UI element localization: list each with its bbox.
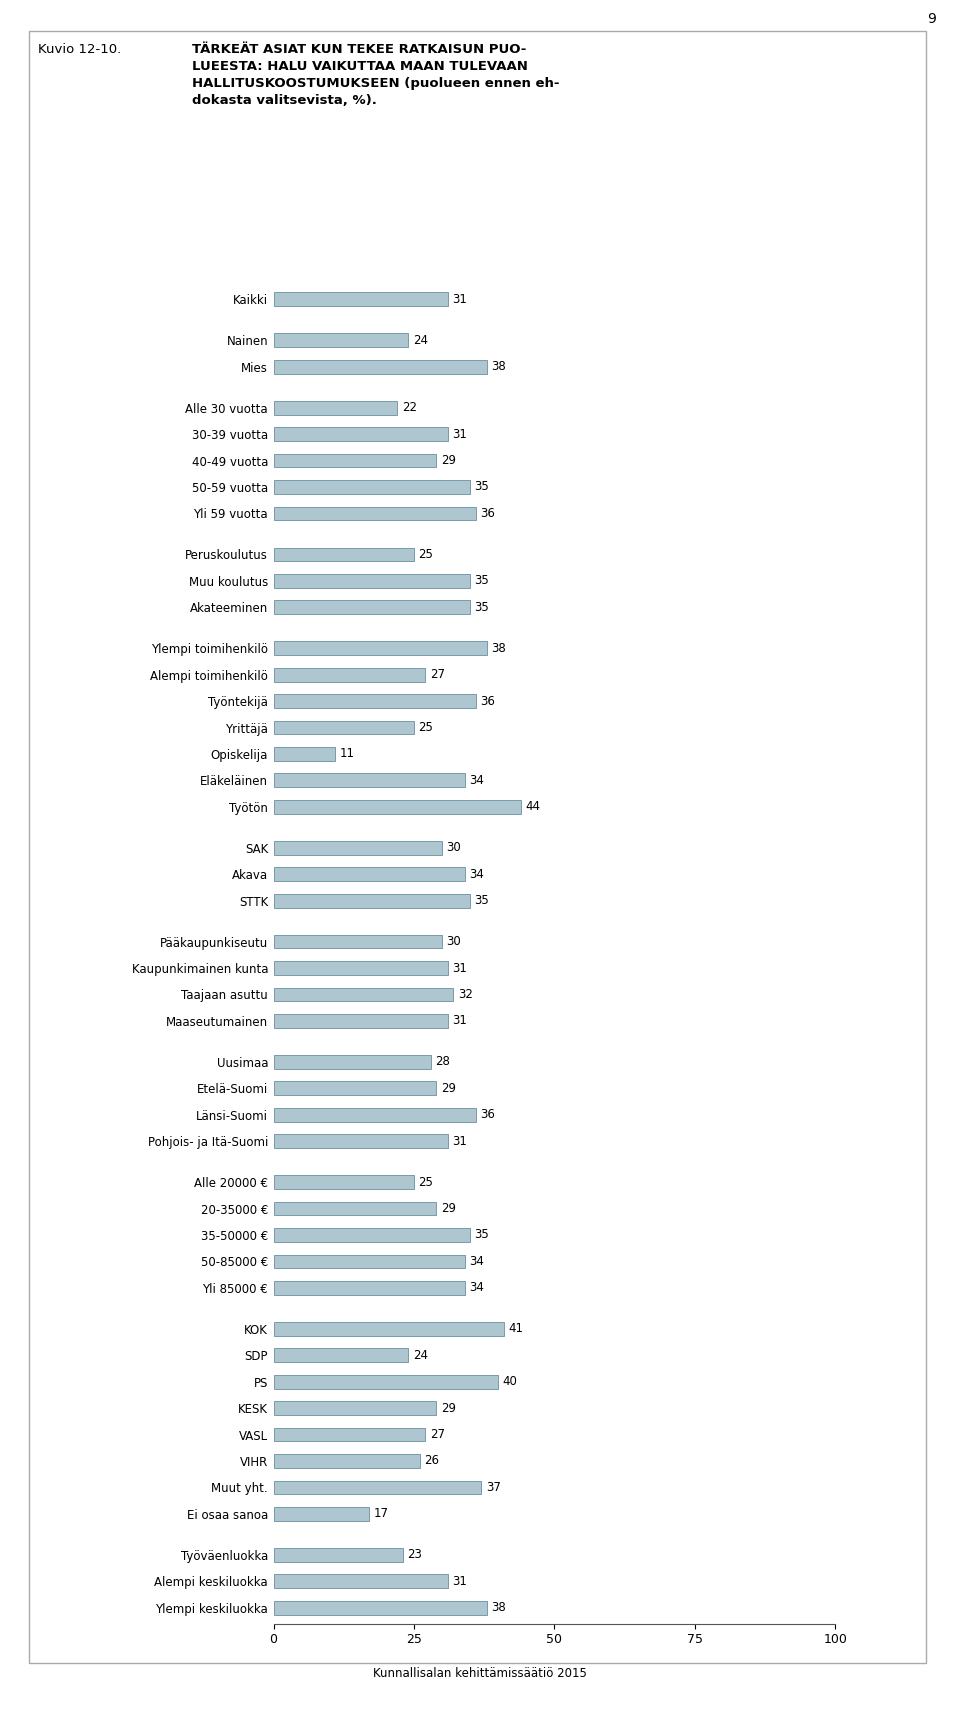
Bar <box>274 479 470 493</box>
Bar <box>274 801 520 814</box>
Text: 29: 29 <box>441 454 456 467</box>
Bar <box>274 747 335 761</box>
Bar <box>274 1481 481 1495</box>
Text: 35: 35 <box>474 481 490 493</box>
Text: 36: 36 <box>480 507 495 521</box>
Bar <box>274 960 447 974</box>
Bar <box>274 1201 437 1215</box>
Bar <box>274 840 442 854</box>
Text: 11: 11 <box>340 747 355 761</box>
Text: 40: 40 <box>503 1374 517 1388</box>
Bar <box>274 868 465 881</box>
Bar <box>274 1507 369 1520</box>
Text: 22: 22 <box>401 402 417 414</box>
Bar <box>274 1349 408 1362</box>
Bar <box>274 1081 437 1094</box>
Text: 31: 31 <box>452 1014 468 1027</box>
Text: 35: 35 <box>474 1228 490 1242</box>
Text: 25: 25 <box>419 548 433 560</box>
Text: 30: 30 <box>446 842 462 854</box>
Text: 34: 34 <box>469 868 484 881</box>
Text: Kunnallisalan kehittämissäätiö 2015: Kunnallisalan kehittämissäätiö 2015 <box>373 1666 587 1680</box>
Bar <box>274 694 476 708</box>
Bar <box>274 454 437 467</box>
Text: 30: 30 <box>446 935 462 948</box>
Bar <box>274 1601 487 1615</box>
Bar <box>274 988 453 1002</box>
Text: 29: 29 <box>441 1082 456 1094</box>
Text: 38: 38 <box>492 643 506 655</box>
Text: 29: 29 <box>441 1203 456 1215</box>
Text: 38: 38 <box>492 1601 506 1615</box>
Bar <box>274 893 470 907</box>
Text: 36: 36 <box>480 694 495 708</box>
Text: 23: 23 <box>407 1548 422 1562</box>
Bar <box>274 641 487 655</box>
Text: 17: 17 <box>373 1507 389 1520</box>
Text: 31: 31 <box>452 962 468 974</box>
Bar <box>274 1374 498 1388</box>
Text: 35: 35 <box>474 574 490 588</box>
Text: 27: 27 <box>430 1428 444 1441</box>
Bar <box>274 1548 403 1562</box>
Text: 35: 35 <box>474 601 490 613</box>
Bar <box>274 333 408 347</box>
Text: TÄRKEÄT ASIAT KUN TEKEE RATKAISUN PUO-
LUEESTA: HALU VAIKUTTAA MAAN TULEVAAN
HAL: TÄRKEÄT ASIAT KUN TEKEE RATKAISUN PUO- L… <box>192 43 560 107</box>
Bar <box>274 292 447 306</box>
Bar <box>274 1175 414 1189</box>
Text: 35: 35 <box>474 893 490 907</box>
Bar <box>274 773 465 787</box>
Bar <box>274 400 397 414</box>
Text: 27: 27 <box>430 668 444 680</box>
Bar <box>274 1321 504 1335</box>
Text: Kuvio 12-10.: Kuvio 12-10. <box>38 43 122 57</box>
Text: 36: 36 <box>480 1108 495 1122</box>
Text: 29: 29 <box>441 1402 456 1414</box>
Text: 34: 34 <box>469 1282 484 1294</box>
Text: 38: 38 <box>492 361 506 373</box>
Bar <box>274 428 447 442</box>
Bar <box>274 1574 447 1587</box>
Text: 41: 41 <box>509 1323 523 1335</box>
Bar <box>274 507 476 521</box>
Text: 31: 31 <box>452 1134 468 1148</box>
Text: 34: 34 <box>469 1254 484 1268</box>
Bar <box>274 1254 465 1268</box>
Bar <box>274 935 442 948</box>
Text: 26: 26 <box>424 1455 439 1467</box>
Bar <box>274 1282 465 1295</box>
Bar <box>274 1055 431 1069</box>
Text: 44: 44 <box>525 801 540 813</box>
Bar <box>274 548 414 562</box>
Text: 31: 31 <box>452 292 468 306</box>
Bar <box>274 1108 476 1122</box>
Text: 34: 34 <box>469 773 484 787</box>
Bar <box>274 1134 447 1148</box>
Bar <box>274 600 470 613</box>
Bar <box>274 668 425 682</box>
Text: 31: 31 <box>452 1575 468 1587</box>
Text: 31: 31 <box>452 428 468 440</box>
Bar <box>274 574 470 588</box>
Text: 32: 32 <box>458 988 472 1002</box>
Text: 24: 24 <box>413 333 428 347</box>
Bar <box>274 1228 470 1242</box>
Text: 9: 9 <box>927 12 936 26</box>
Bar <box>274 1402 437 1416</box>
Text: 25: 25 <box>419 722 433 734</box>
Bar <box>274 1014 447 1027</box>
Text: 24: 24 <box>413 1349 428 1362</box>
Bar <box>274 1453 420 1467</box>
Text: 28: 28 <box>435 1055 450 1069</box>
Text: 37: 37 <box>486 1481 501 1495</box>
Bar <box>274 1428 425 1441</box>
Text: 25: 25 <box>419 1175 433 1189</box>
Bar <box>274 720 414 734</box>
Bar <box>274 359 487 373</box>
